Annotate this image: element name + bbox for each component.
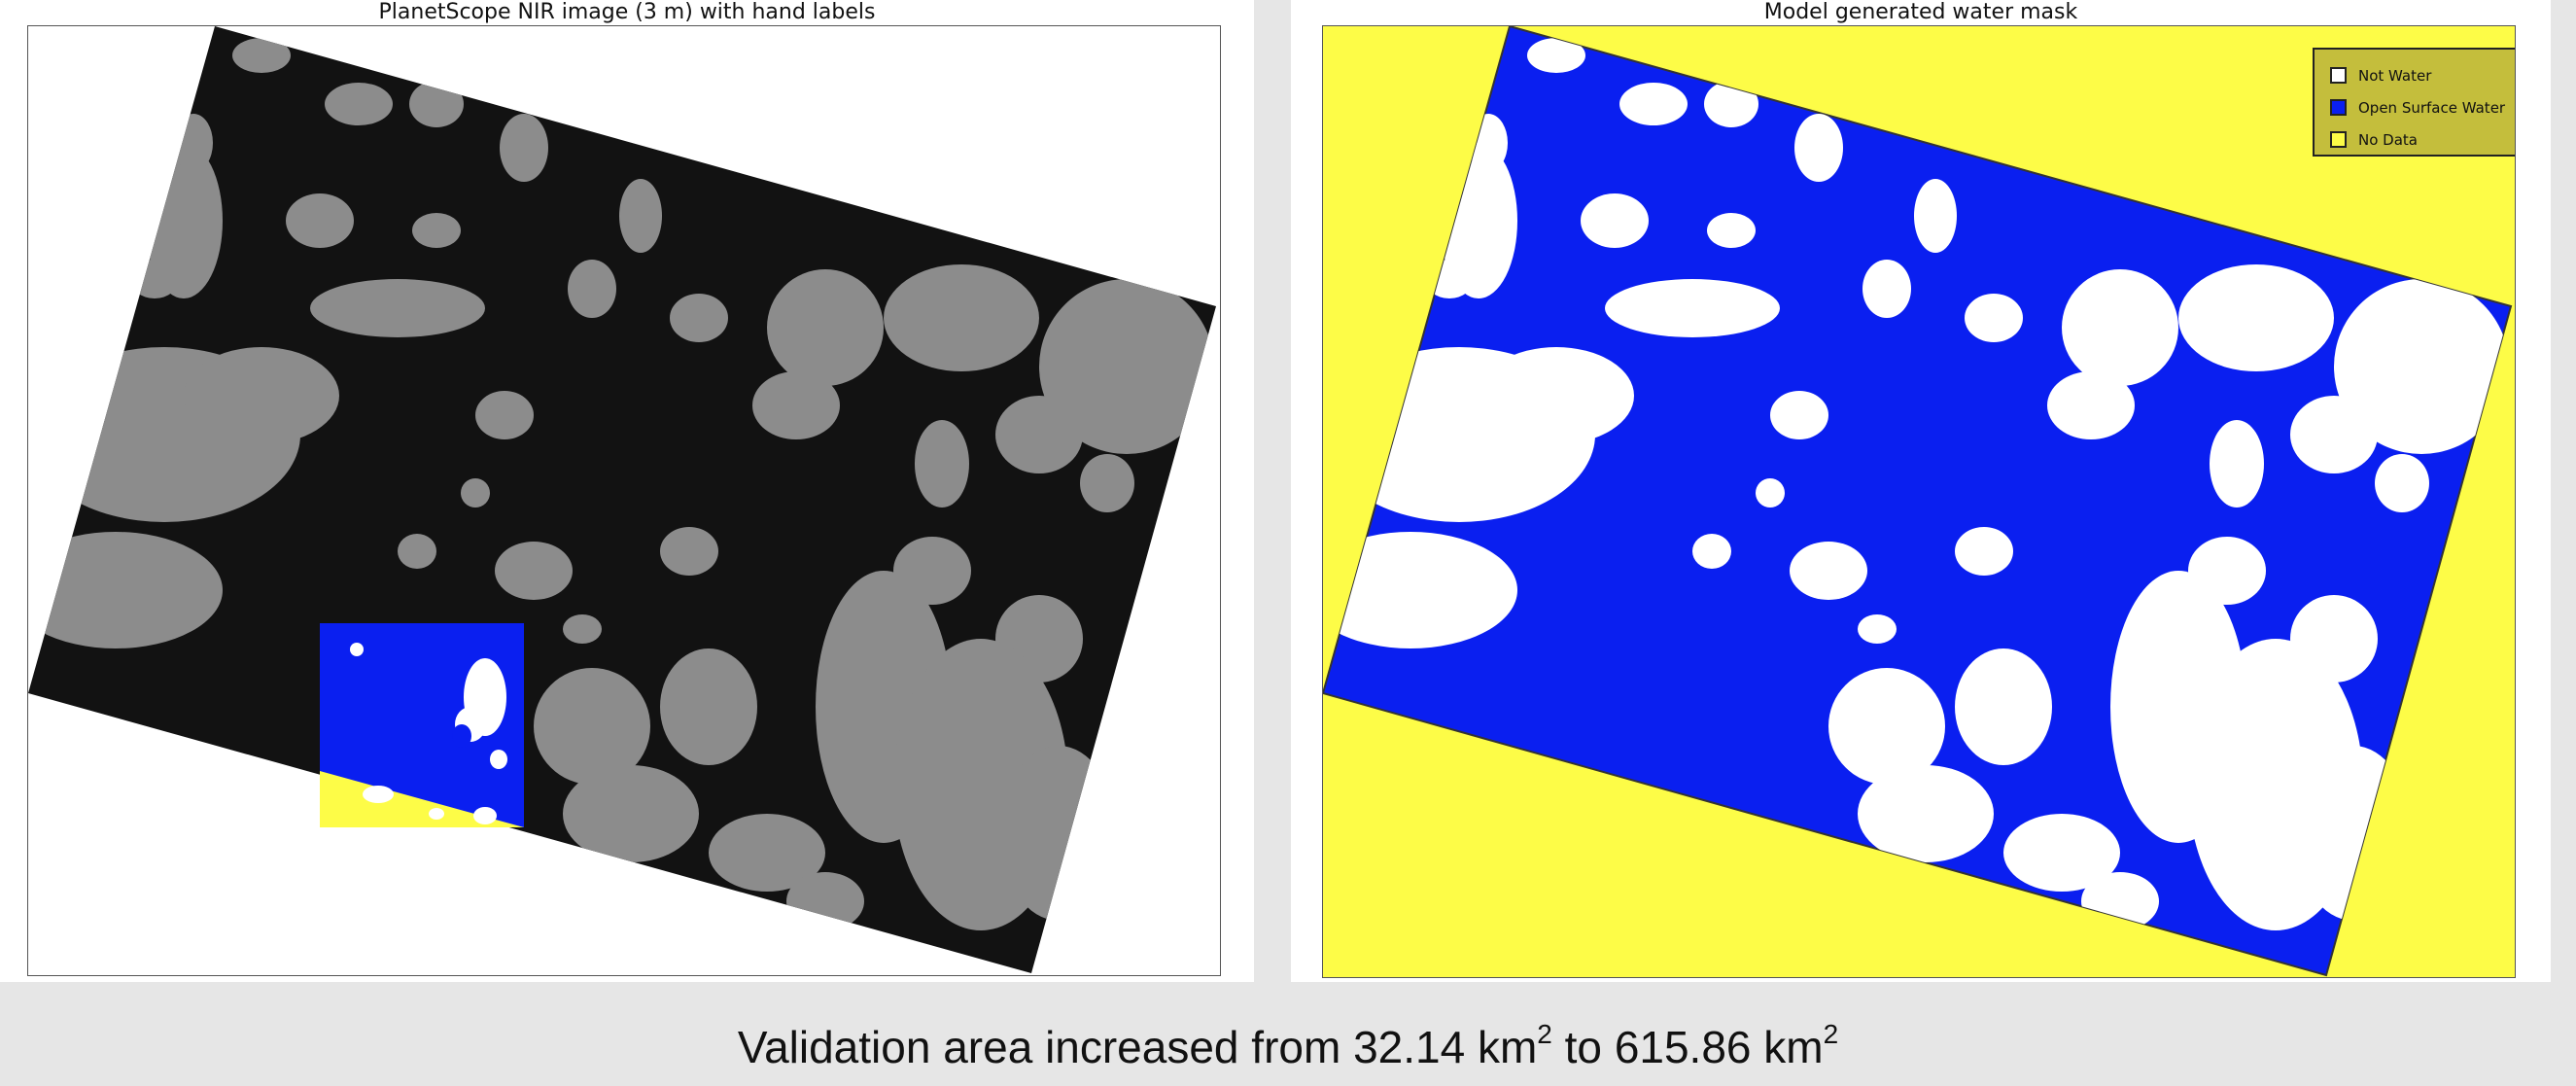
legend-label: Not Water	[2358, 66, 2432, 85]
map-legend: Not Water Open Surface Water No Data	[2313, 48, 2515, 157]
legend-item-no-data: No Data	[2330, 123, 2515, 156]
water-mask-map	[1323, 26, 2513, 977]
legend-label: No Data	[2358, 130, 2418, 149]
nir-image-title: PlanetScope NIR image (3 m) with hand la…	[378, 0, 876, 24]
nir-image-panel: PlanetScope NIR image (3 m) with hand la…	[0, 0, 1254, 982]
caption-exponent-1: 2	[1537, 1018, 1552, 1049]
legend-item-not-water: Not Water	[2330, 59, 2515, 91]
legend-item-open-surface-water: Open Surface Water	[2330, 91, 2515, 123]
validation-area-caption: Validation area increased from 32.14 km2…	[0, 1018, 2576, 1073]
caption-middle: to	[1551, 1022, 1615, 1072]
legend-label: Open Surface Water	[2358, 98, 2506, 117]
open-surface-water-swatch	[2330, 99, 2347, 116]
caption-prefix: Validation area increased from	[737, 1022, 1354, 1072]
no-data-swatch	[2330, 131, 2347, 148]
not-water-areas	[1323, 38, 2509, 930]
water-mask-title: Model generated water mask	[1763, 0, 2078, 24]
hand-label-inset	[320, 623, 524, 827]
caption-value-2: 615.86 km	[1614, 1022, 1824, 1072]
caption-exponent-2: 2	[1823, 1018, 1839, 1049]
not-water-swatch	[2330, 67, 2347, 84]
nir-land-areas	[28, 38, 1214, 930]
nir-image-frame	[27, 25, 1221, 976]
nir-image	[28, 26, 1216, 973]
caption-value-1: 32.14 km	[1353, 1022, 1538, 1072]
water-mask-panel: Model generated water mask	[1291, 0, 2551, 982]
water-mask-frame: Not Water Open Surface Water No Data	[1322, 25, 2516, 978]
